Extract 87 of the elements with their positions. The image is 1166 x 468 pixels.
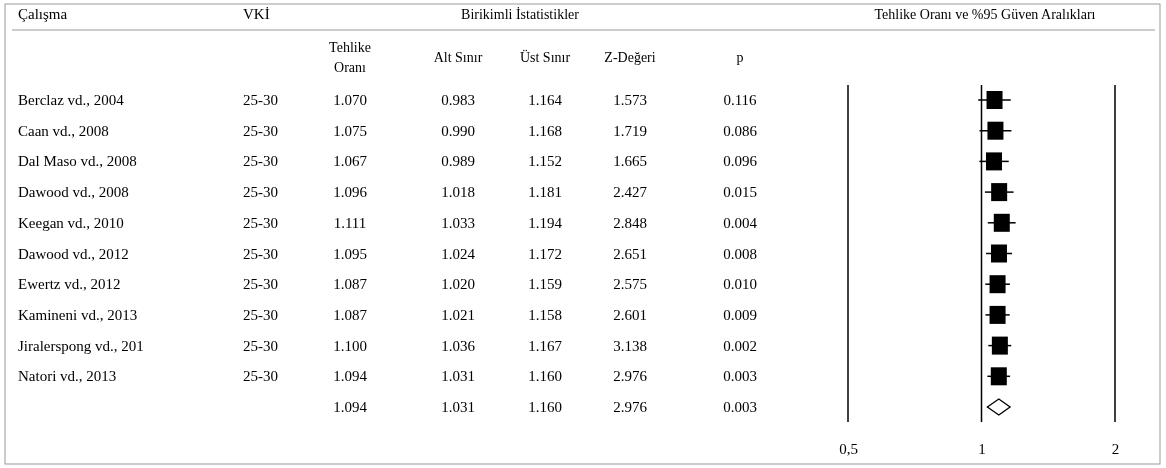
text: Kamineni vd., 2013	[18, 306, 138, 323]
text: VKİ	[243, 6, 270, 22]
text: Dal Maso vd., 2008	[18, 153, 137, 170]
text: 1.167	[528, 337, 563, 354]
text: 1.024	[441, 245, 476, 262]
text: 1.194	[528, 214, 563, 231]
text: 1.067	[333, 153, 368, 170]
text: Ewertz vd., 2012	[18, 276, 121, 293]
text: 0.086	[723, 122, 758, 139]
text: 1.031	[441, 368, 475, 385]
text: 25-30	[243, 153, 278, 170]
text: 1.152	[528, 153, 562, 170]
text: 25-30	[243, 184, 278, 201]
text: 25-30	[243, 368, 278, 385]
text: 1.665	[613, 153, 647, 170]
text: 0.002	[723, 337, 757, 354]
text: 0.010	[723, 276, 757, 293]
text: 1.095	[333, 245, 367, 262]
text: Birikimli İstatistikler	[461, 7, 580, 22]
text: 2.976	[613, 399, 648, 415]
text: 2.575	[613, 276, 647, 293]
text: 1.036	[441, 337, 476, 354]
text: Üst Sınır	[519, 49, 571, 65]
text: 1.087	[333, 306, 368, 323]
text: Caan vd., 2008	[18, 122, 109, 139]
text: 0.015	[723, 184, 757, 201]
text: 1.070	[333, 92, 367, 108]
x-tick-label: 1	[978, 440, 986, 457]
text: 1.160	[528, 368, 562, 385]
text: 1.158	[528, 306, 562, 323]
text: p	[736, 50, 744, 65]
text: 0.008	[723, 245, 757, 262]
text: 25-30	[243, 92, 278, 108]
text: 0.990	[441, 122, 475, 139]
text: Dawood vd., 2012	[18, 245, 129, 262]
text: 2.427	[613, 184, 648, 201]
text: 1.033	[441, 214, 475, 231]
text: Çalışma	[18, 6, 68, 22]
text: 1.094	[333, 399, 368, 415]
text: Natori vd., 2013	[18, 368, 117, 385]
text: 1.172	[528, 245, 562, 262]
text: 2.848	[613, 214, 647, 231]
text: 25-30	[243, 337, 278, 354]
text: 1.018	[441, 184, 475, 201]
text: 1.020	[441, 276, 475, 293]
text: 1.075	[333, 122, 367, 139]
text: 2.976	[613, 368, 648, 385]
text: 1.096	[333, 184, 368, 201]
text: 0.009	[723, 306, 757, 323]
text: 2.601	[613, 306, 647, 323]
text: Tehlike Oranı	[329, 40, 371, 75]
text: 1.031	[441, 399, 475, 415]
text: 1.168	[528, 122, 562, 139]
text: 1.719	[613, 122, 647, 139]
text: Jiralerspong vd., 201	[18, 337, 144, 354]
text: 25-30	[243, 306, 278, 323]
text: 1.160	[528, 399, 562, 415]
text: 1.159	[528, 276, 562, 293]
text: 25-30	[243, 214, 278, 231]
text: 1.094	[333, 368, 368, 385]
text: 1.021	[441, 306, 475, 323]
text: Alt Sınır	[433, 50, 483, 65]
text: 2.651	[613, 245, 647, 262]
text: Dawood vd., 2008	[18, 184, 129, 201]
text: 25-30	[243, 245, 278, 262]
text: 1.087	[333, 276, 368, 293]
x-tick-label: 0,5	[839, 440, 858, 457]
chart-title: Tehlike Oranı ve %95 Güven Aralıkları	[874, 7, 1096, 22]
text: 1.100	[333, 337, 367, 354]
text: 25-30	[243, 122, 278, 139]
text: Berclaz vd., 2004	[18, 92, 125, 108]
text: 0.096	[723, 153, 758, 170]
text: Z-Değeri	[604, 50, 656, 65]
text: 0.003	[723, 399, 757, 415]
text: 1.573	[613, 92, 647, 108]
text: 25-30	[243, 276, 278, 293]
text: 0.116	[723, 92, 758, 108]
x-tick-label: 2	[1111, 440, 1120, 457]
text: 0.004	[723, 214, 758, 231]
text: 1.164	[528, 92, 563, 108]
text: 3.138	[613, 337, 647, 354]
text: 1.111	[333, 214, 367, 231]
text: 0.983	[441, 92, 475, 108]
text: 0.989	[441, 153, 475, 170]
text: Keegan vd., 2010	[18, 214, 124, 231]
text: 1.181	[528, 184, 562, 201]
text: 0.003	[723, 368, 757, 385]
